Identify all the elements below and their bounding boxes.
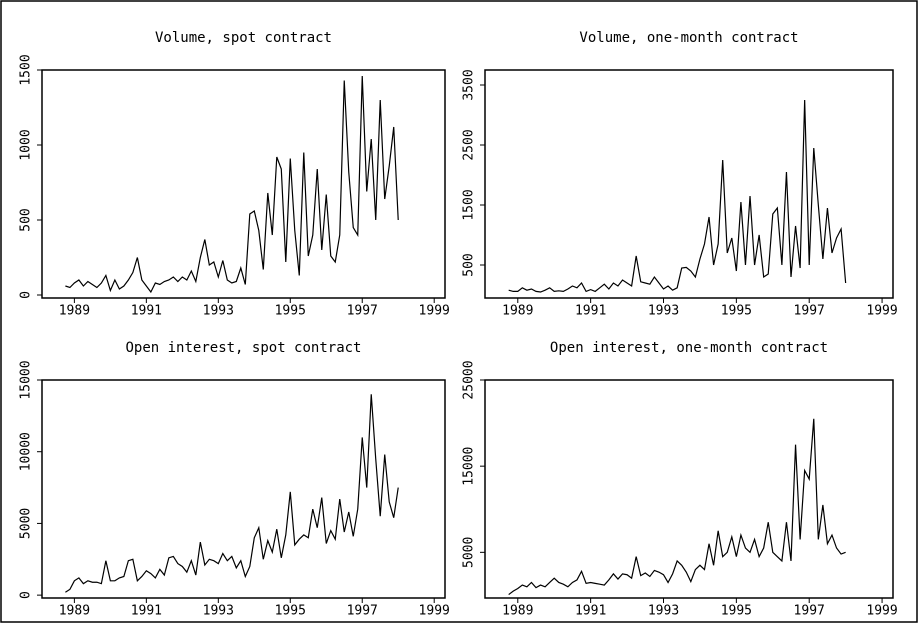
- y-tick-label: 25000: [462, 360, 477, 399]
- data-line: [65, 75, 399, 294]
- x-tick-label: 1989: [502, 604, 533, 619]
- y-tick-label: 1000: [19, 129, 34, 160]
- x-tick-label: 1995: [275, 604, 306, 619]
- x-tick-label: 1997: [347, 304, 378, 319]
- x-tick-label: 1993: [203, 604, 234, 619]
- y-tick-label: 0: [19, 291, 34, 299]
- x-tick-label: 1993: [203, 304, 234, 319]
- plot-frame: [41, 379, 446, 599]
- data-line: [65, 394, 399, 593]
- plot-frame: [41, 69, 446, 299]
- x-tick-label: 1997: [794, 304, 825, 319]
- x-tick-label: 1991: [131, 304, 162, 319]
- chart-title: Volume, one-month contract: [579, 30, 798, 46]
- data-line: [508, 418, 846, 596]
- y-tick-label: 1500: [19, 54, 34, 85]
- x-tick-label: 1995: [721, 604, 752, 619]
- x-tick-label: 1997: [794, 604, 825, 619]
- chart-title: Volume, spot contract: [155, 30, 332, 46]
- x-tick-label: 1995: [721, 304, 752, 319]
- x-tick-label: 1993: [648, 604, 679, 619]
- x-tick-label: 1995: [275, 304, 306, 319]
- plot-frame: [484, 69, 894, 299]
- y-tick-label: 5000: [19, 508, 34, 539]
- y-tick-label: 15000: [462, 447, 477, 486]
- y-tick-label: 3500: [462, 69, 477, 100]
- y-tick-label: 0: [19, 591, 34, 599]
- x-tick-label: 1989: [59, 304, 90, 319]
- x-tick-label: 1993: [648, 304, 679, 319]
- plot-frame: [484, 379, 894, 599]
- x-tick-label: 1991: [131, 604, 162, 619]
- x-tick-label: 1999: [866, 604, 897, 619]
- chart-title: Open interest, one-month contract: [550, 340, 828, 356]
- y-tick-label: 1500: [462, 189, 477, 220]
- y-tick-label: 500: [462, 253, 477, 276]
- y-tick-label: 500: [19, 208, 34, 231]
- y-tick-label: 10000: [19, 432, 34, 471]
- x-tick-label: 1989: [502, 304, 533, 319]
- y-tick-label: 15000: [19, 360, 34, 399]
- x-tick-label: 1991: [575, 604, 606, 619]
- chart-title: Open interest, spot contract: [125, 340, 361, 356]
- x-tick-label: 1989: [59, 604, 90, 619]
- x-tick-label: 1999: [866, 304, 897, 319]
- y-tick-label: 2500: [462, 129, 477, 160]
- data-line: [508, 99, 847, 293]
- x-tick-label: 1991: [575, 304, 606, 319]
- x-tick-label: 1999: [419, 304, 450, 319]
- x-tick-label: 1997: [347, 604, 378, 619]
- x-tick-label: 1999: [419, 604, 450, 619]
- y-tick-label: 5000: [462, 537, 477, 568]
